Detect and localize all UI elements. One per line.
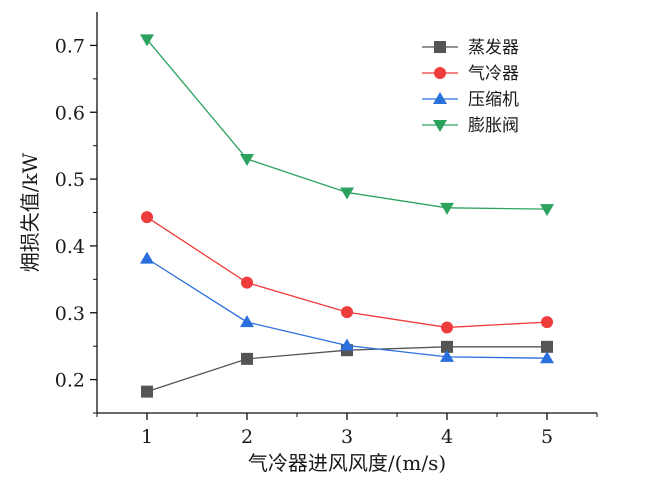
y-tick-label: 0.2 bbox=[55, 370, 85, 392]
x-tick-label: 2 bbox=[241, 426, 253, 448]
legend-label: 气冷器 bbox=[468, 64, 519, 84]
legend-marker bbox=[433, 120, 447, 132]
data-point bbox=[541, 316, 553, 329]
data-point bbox=[340, 338, 354, 351]
data-point bbox=[141, 385, 153, 398]
data-point bbox=[240, 154, 254, 167]
data-point bbox=[541, 340, 553, 353]
y-axis-title: 㶲损失值/kW bbox=[18, 152, 42, 272]
x-tick-label: 1 bbox=[141, 426, 153, 448]
data-point bbox=[341, 306, 353, 319]
y-tick-label: 0.3 bbox=[55, 303, 85, 325]
data-point bbox=[440, 202, 454, 215]
y-tick-label: 0.7 bbox=[55, 35, 85, 57]
legend-label: 压缩机 bbox=[468, 90, 519, 110]
legend-label: 膨胀阀 bbox=[468, 116, 519, 136]
y-tick-label: 0.5 bbox=[55, 169, 85, 191]
data-point bbox=[240, 315, 254, 328]
data-point bbox=[540, 204, 554, 217]
data-point bbox=[141, 211, 153, 224]
series-2 bbox=[141, 211, 553, 334]
data-point bbox=[340, 187, 354, 200]
legend-marker bbox=[434, 67, 446, 79]
series-4 bbox=[140, 34, 554, 217]
x-axis-title: 气冷器进风风度/(m/s) bbox=[248, 451, 446, 475]
x-tick-label: 4 bbox=[441, 426, 453, 448]
axes: 1 2 3 4 5 0.2 0.3 0.4 0.5 0.6 0.7 bbox=[55, 12, 598, 448]
series-3 bbox=[140, 251, 554, 364]
x-tick-label: 5 bbox=[541, 426, 553, 448]
legend-label: 蒸发器 bbox=[468, 38, 519, 58]
data-point bbox=[241, 352, 253, 365]
data-point bbox=[540, 351, 554, 364]
data-point bbox=[441, 321, 453, 334]
y-tick-label: 0.6 bbox=[55, 102, 85, 124]
data-point bbox=[440, 349, 454, 362]
x-tick-label: 3 bbox=[341, 426, 353, 448]
data-point bbox=[140, 34, 154, 47]
legend-item: 蒸发器 bbox=[422, 38, 519, 58]
data-point bbox=[441, 340, 453, 353]
data-point bbox=[140, 251, 154, 264]
legend-item: 压缩机 bbox=[422, 90, 519, 110]
legend-marker bbox=[433, 92, 447, 104]
series-layer bbox=[140, 34, 554, 398]
legend-marker bbox=[434, 41, 446, 53]
legend-item: 膨胀阀 bbox=[422, 116, 519, 136]
y-tick-label: 0.4 bbox=[55, 236, 85, 258]
legend-item: 气冷器 bbox=[422, 64, 519, 84]
data-point bbox=[241, 276, 253, 289]
